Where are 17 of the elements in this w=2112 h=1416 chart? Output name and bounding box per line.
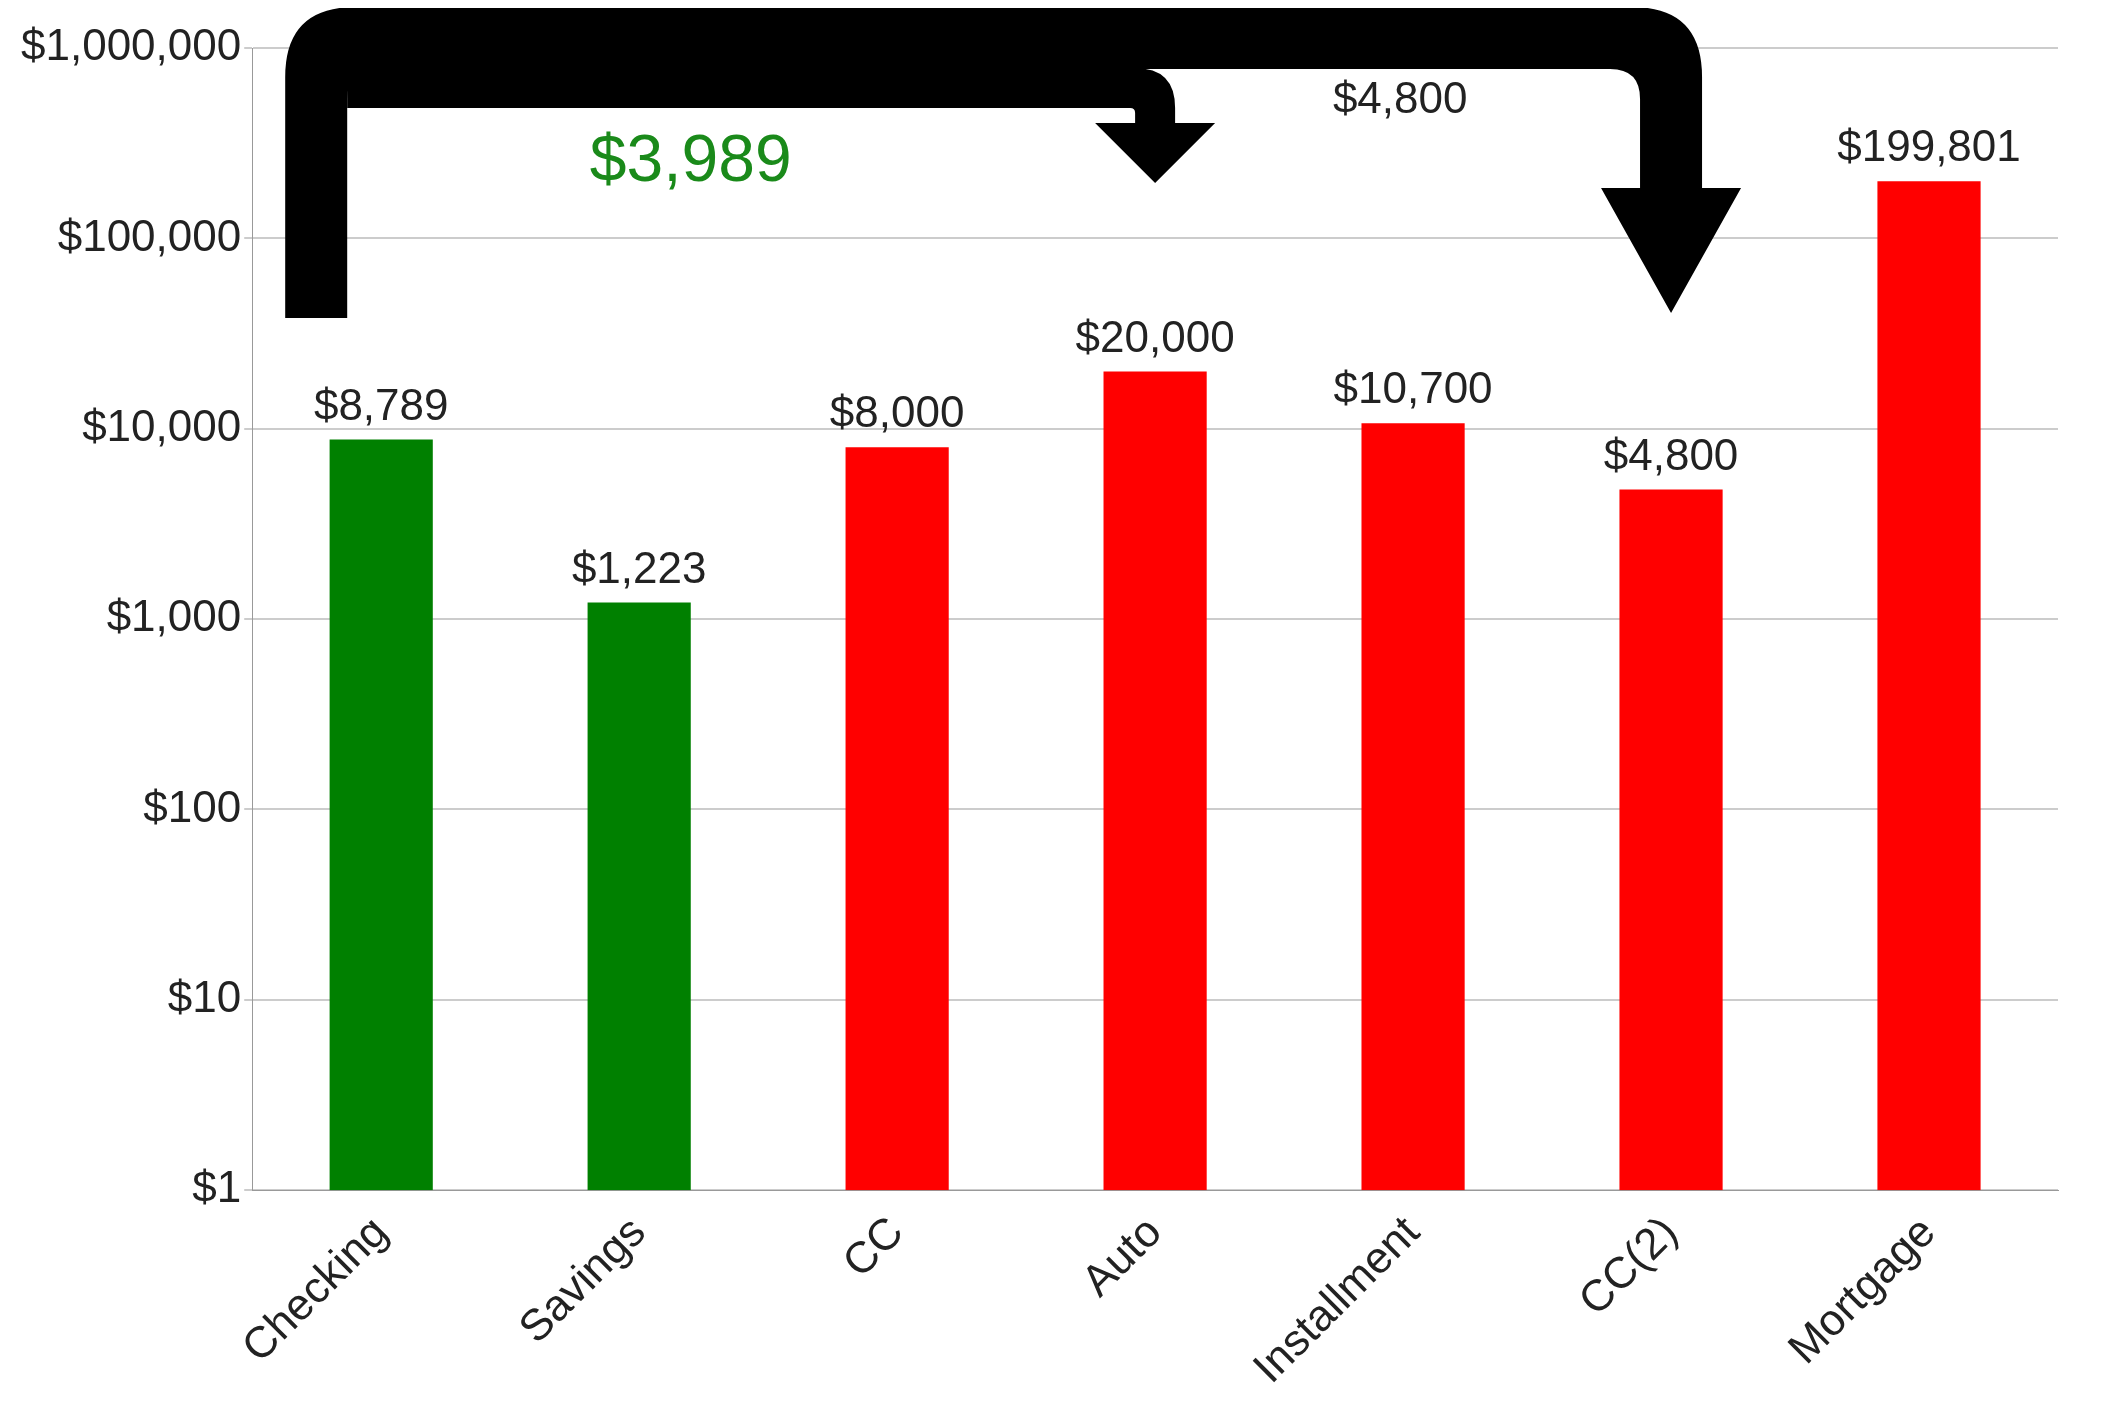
y-tick-label: $10,000 xyxy=(82,400,242,450)
y-tick-label: $100,000 xyxy=(57,210,242,260)
data-label: $1,223 xyxy=(571,542,707,592)
y-tick-label: $1,000,000 xyxy=(21,20,242,70)
annotation: $3,989 xyxy=(589,120,792,196)
y-tick-label: $1 xyxy=(192,1162,242,1212)
data-label: $8,789 xyxy=(313,379,449,429)
y-tick-label: $1,000 xyxy=(106,591,242,641)
y-tick-label: $10 xyxy=(167,971,242,1021)
annotation: $4,800 xyxy=(1332,73,1468,123)
data-label: $20,000 xyxy=(1075,311,1235,361)
x-tick-label: CC xyxy=(832,1206,913,1286)
y-tick-label: $100 xyxy=(143,781,242,831)
data-label: $8,000 xyxy=(829,387,965,437)
data-label: $4,800 xyxy=(1603,429,1739,479)
data-label: $10,700 xyxy=(1333,363,1493,413)
data-label: $199,801 xyxy=(1837,121,2021,171)
